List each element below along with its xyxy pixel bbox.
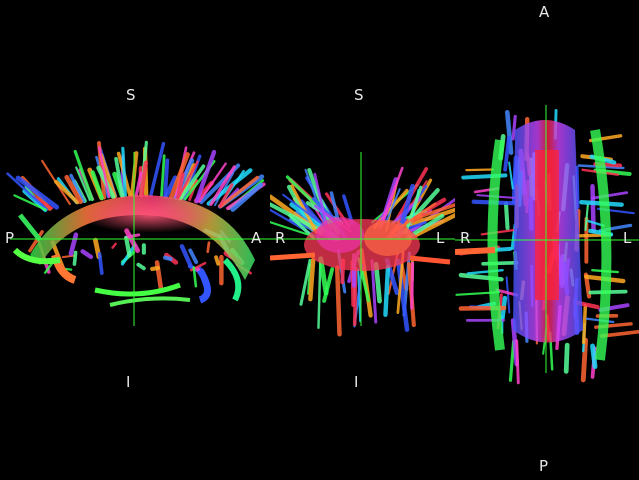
coronal-label-bottom: I: [354, 373, 359, 391]
axial-viewport[interactable]: A P R L: [455, 0, 639, 480]
sagittal-label-right: A: [251, 229, 262, 247]
sagittal-viewport[interactable]: S I P A: [0, 0, 270, 480]
sagittal-label-left: P: [5, 229, 15, 247]
coronal-viewport[interactable]: S I R L: [270, 0, 455, 480]
sagittal-tractography-render: [6, 140, 270, 326]
coronal-label-left: R: [275, 229, 286, 247]
sagittal-label-bottom: I: [126, 373, 131, 391]
axial-label-right: L: [623, 229, 632, 247]
axial-label-left: R: [460, 229, 471, 247]
sagittal-label-top: S: [126, 86, 136, 104]
axial-label-top: A: [539, 3, 550, 21]
coronal-label-right: L: [436, 229, 445, 247]
coronal-label-top: S: [354, 86, 364, 104]
coronal-tractography-render: [270, 152, 455, 337]
axial-tractography-render: [455, 105, 639, 385]
axial-label-bottom: P: [539, 457, 549, 475]
